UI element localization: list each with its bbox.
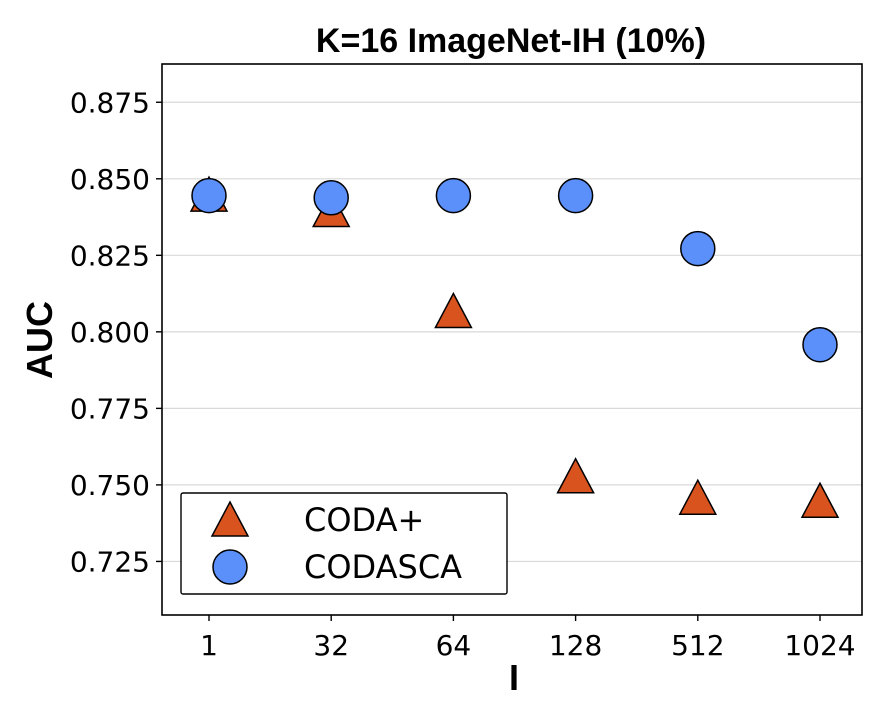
x-axis-label: I bbox=[509, 657, 519, 698]
y-axis-label: AUC bbox=[19, 301, 60, 379]
codasca-point bbox=[802, 326, 838, 363]
y-tick-label: 0.750 bbox=[70, 469, 150, 502]
y-tick-label: 0.775 bbox=[70, 392, 150, 425]
legend: CODA+ CODASCA bbox=[180, 492, 508, 595]
x-tick-label: 1 bbox=[200, 629, 218, 662]
y-tick-label: 0.850 bbox=[70, 163, 150, 196]
y-tick-label: 0.825 bbox=[70, 239, 150, 272]
codasca-point bbox=[435, 177, 472, 214]
codasca-point bbox=[191, 177, 227, 214]
x-tick-label: 32 bbox=[313, 629, 349, 662]
data-points bbox=[189, 175, 840, 519]
coda-plus-point bbox=[556, 457, 595, 494]
axis-ticks: 0.725 0.750 0.775 0.800 0.825 0.850 0.875 1 32 64… bbox=[70, 86, 856, 662]
legend-marker-coda-plus bbox=[210, 500, 250, 537]
codasca-point bbox=[680, 230, 716, 267]
codasca-point bbox=[313, 180, 349, 216]
x-tick-label: 1024 bbox=[784, 629, 855, 662]
y-tick-label: 0.875 bbox=[70, 86, 150, 119]
grid-lines bbox=[162, 101, 862, 563]
x-tick-label: 64 bbox=[436, 629, 472, 662]
legend-box bbox=[180, 492, 508, 595]
legend-marker-codasca bbox=[212, 549, 248, 585]
y-tick-label: 0.725 bbox=[70, 545, 150, 578]
chart-title: K=16 ImageNet-IH (10%) bbox=[316, 22, 706, 60]
legend-label-codasca: CODASCA bbox=[304, 548, 462, 586]
x-tick-label: 512 bbox=[671, 629, 724, 662]
legend-label-coda-plus: CODA+ bbox=[304, 501, 424, 539]
coda-plus-point bbox=[800, 481, 840, 519]
coda-plus-point bbox=[434, 291, 473, 329]
codasca-point bbox=[557, 177, 594, 214]
plot-frame bbox=[161, 63, 863, 616]
x-tick-label: 128 bbox=[549, 629, 602, 662]
y-tick-label: 0.800 bbox=[70, 316, 150, 349]
coda-plus-point bbox=[678, 478, 718, 515]
